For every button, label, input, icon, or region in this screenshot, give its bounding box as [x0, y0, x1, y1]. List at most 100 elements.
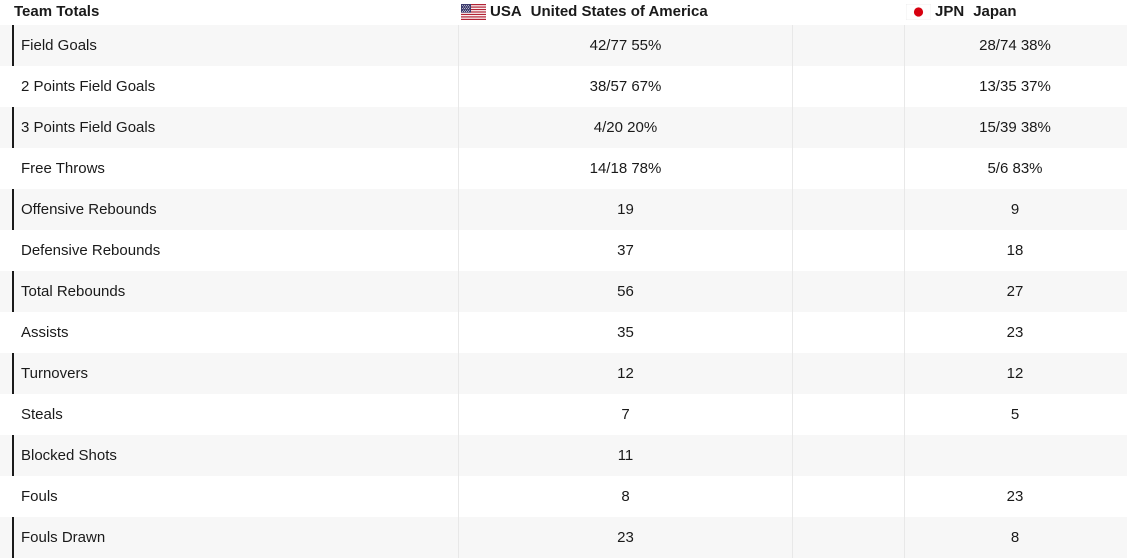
column-divider — [458, 435, 459, 476]
usa-value: 7 — [621, 406, 630, 423]
usa-value: 12 — [617, 365, 634, 382]
column-divider — [458, 476, 459, 517]
column-divider — [904, 271, 905, 312]
table-row: Steals 7 5 — [0, 394, 1127, 435]
usa-value: 38/57 67% — [589, 78, 662, 95]
usa-value: 4/20 20% — [593, 119, 658, 136]
jpn-value: 5 — [1010, 406, 1020, 423]
column-divider — [458, 189, 459, 230]
us-flag-icon — [461, 4, 486, 20]
column-divider — [792, 353, 793, 394]
japan-flag-icon — [905, 3, 932, 21]
table-row: Field Goals 42/77 55% 28/74 38% — [0, 25, 1127, 66]
column-divider — [458, 517, 459, 558]
stat-label: Free Throws — [21, 160, 105, 177]
column-divider — [904, 353, 905, 394]
jpn-value: 27 — [1006, 283, 1024, 300]
row-accent-bar — [12, 107, 14, 148]
column-divider — [792, 394, 793, 435]
usa-value: 37 — [617, 242, 634, 259]
usa-value: 14/18 78% — [589, 160, 662, 177]
stat-label: Turnovers — [21, 365, 88, 382]
section-title: Team Totals — [14, 3, 100, 20]
column-divider — [458, 394, 459, 435]
table-row: 3 Points Field Goals 4/20 20% 15/39 38% — [0, 107, 1127, 148]
column-divider — [904, 394, 905, 435]
column-divider — [792, 230, 793, 271]
team-header-usa: USA United States of America — [461, 2, 708, 22]
table-row: Fouls Drawn 23 8 — [0, 517, 1127, 558]
column-divider — [458, 271, 459, 312]
stat-label: Steals — [21, 406, 63, 423]
team-code-usa: USA — [490, 3, 522, 20]
stat-label: 3 Points Field Goals — [21, 119, 156, 136]
column-divider — [904, 435, 905, 476]
usa-value: 42/77 55% — [589, 37, 662, 54]
stat-label: Blocked Shots — [21, 447, 117, 464]
row-accent-bar — [12, 435, 14, 476]
column-divider — [792, 312, 793, 353]
row-accent-bar — [12, 517, 14, 558]
column-divider — [458, 312, 459, 353]
stat-label: 2 Points Field Goals — [21, 78, 156, 95]
column-divider — [792, 476, 793, 517]
stat-label: Total Rebounds — [21, 283, 126, 300]
table-row: Fouls 8 23 — [0, 476, 1127, 517]
column-divider — [792, 189, 793, 230]
column-divider — [904, 66, 905, 107]
column-divider — [458, 230, 459, 271]
column-divider — [904, 230, 905, 271]
usa-value: 23 — [617, 529, 634, 546]
column-divider — [904, 476, 905, 517]
column-divider — [904, 107, 905, 148]
stat-label: Fouls Drawn — [21, 529, 106, 546]
table-row: Total Rebounds 56 27 — [0, 271, 1127, 312]
column-divider — [792, 107, 793, 148]
jpn-value: 15/39 38% — [979, 119, 1051, 136]
column-divider — [458, 107, 459, 148]
table-row: Offensive Rebounds 19 9 — [0, 189, 1127, 230]
column-divider — [792, 435, 793, 476]
jpn-value: 8 — [1010, 529, 1020, 546]
table-row: Turnovers 12 12 — [0, 353, 1127, 394]
column-divider — [458, 66, 459, 107]
team-name-jpn: Japan — [973, 3, 1017, 20]
column-divider — [792, 66, 793, 107]
jpn-value: 5/6 83% — [987, 160, 1043, 177]
column-divider — [458, 148, 459, 189]
jpn-value: 13/35 37% — [979, 78, 1051, 95]
table-row: Defensive Rebounds 37 18 — [0, 230, 1127, 271]
column-divider — [904, 189, 905, 230]
table-row: Free Throws 14/18 78% 5/6 83% — [0, 148, 1127, 189]
column-divider — [904, 517, 905, 558]
row-accent-bar — [12, 25, 14, 66]
table-row: 2 Points Field Goals 38/57 67% 13/35 37% — [0, 66, 1127, 107]
jpn-value: 23 — [1006, 488, 1024, 505]
table-row: Blocked Shots 11 — [0, 435, 1127, 476]
table-row: Assists 35 23 — [0, 312, 1127, 353]
usa-value: 35 — [617, 324, 634, 341]
stat-label: Defensive Rebounds — [21, 242, 161, 259]
usa-value: 11 — [617, 447, 634, 464]
column-divider — [904, 312, 905, 353]
jpn-value: 12 — [1006, 365, 1024, 382]
column-divider — [792, 517, 793, 558]
usa-value: 19 — [617, 201, 634, 218]
row-accent-bar — [12, 353, 14, 394]
stat-label: Offensive Rebounds — [21, 201, 157, 218]
column-divider — [904, 25, 905, 66]
team-code-jpn: JPN — [935, 3, 965, 20]
column-divider — [792, 271, 793, 312]
team-name-usa: United States of America — [530, 3, 708, 20]
stat-label: Fouls — [21, 488, 58, 505]
jpn-value: 23 — [1006, 324, 1024, 341]
jpn-value: 9 — [1010, 201, 1020, 218]
column-divider — [792, 25, 793, 66]
usa-value: 8 — [621, 488, 630, 505]
jpn-value: 28/74 38% — [979, 37, 1051, 54]
stat-label: Field Goals — [21, 37, 97, 54]
table-header: Team Totals — [0, 0, 1127, 25]
jpn-value: 18 — [1006, 242, 1024, 259]
team-header-jpn: JPN Japan — [905, 2, 1017, 22]
